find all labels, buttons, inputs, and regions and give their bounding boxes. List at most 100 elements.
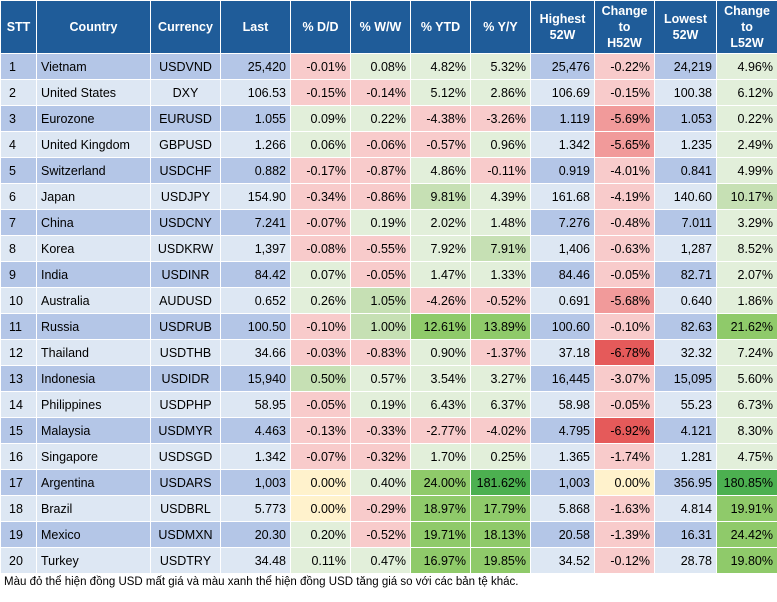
table-row: 8 Korea USDKRW 1,397 -0.08% -0.55% 7.92% 7.91% 1… — [0, 235, 777, 262]
table-cell: -0.33% — [350, 417, 411, 444]
table-cell: 58.95 — [220, 391, 291, 418]
table-row: 10 Australia AUDUSD 0.652 0.26% 1.05% -4.26% -0… — [0, 287, 777, 314]
table-row: 15 Malaysia USDMYR 4.463 -0.13% -0.33% -2.77% -… — [0, 417, 777, 444]
table-cell: 32.32 — [654, 339, 717, 366]
table-cell: 7.011 — [654, 209, 717, 236]
currency-table: STT Country Currency Last% D/D% W/W% YTD% Y… — [0, 0, 777, 574]
table-cell: -0.14% — [350, 79, 411, 106]
table-cell: Korea — [36, 235, 151, 262]
table-cell: -0.55% — [350, 235, 411, 262]
table-cell: 1.281 — [654, 443, 717, 470]
table-cell: 1.47% — [410, 261, 471, 288]
column-header: STT — [0, 0, 37, 54]
table-cell: 0.841 — [654, 157, 717, 184]
table-cell: 0.57% — [350, 365, 411, 392]
table-cell: USDMXN — [150, 521, 221, 548]
table-cell: United States — [36, 79, 151, 106]
table-cell: -0.07% — [290, 443, 351, 470]
table-cell: 4.86% — [410, 157, 471, 184]
table-cell: USDVND — [150, 53, 221, 80]
table-cell: 4.82% — [410, 53, 471, 80]
table-cell: 25,476 — [530, 53, 595, 80]
table-cell: -5.68% — [594, 287, 655, 314]
table-cell: 34.52 — [530, 547, 595, 574]
table-cell: 2.49% — [716, 131, 777, 158]
table-cell: 84.46 — [530, 261, 595, 288]
table-cell: 8 — [0, 235, 37, 262]
table-cell: 4.39% — [470, 183, 531, 210]
table-cell: 19.80% — [716, 547, 777, 574]
table-cell: 24.00% — [410, 469, 471, 496]
table-cell: 1.266 — [220, 131, 291, 158]
column-header: Change to L52W — [716, 0, 777, 54]
table-cell: 10 — [0, 287, 37, 314]
table-cell: 0.90% — [410, 339, 471, 366]
table-cell: 21.62% — [716, 313, 777, 340]
table-cell: -0.13% — [290, 417, 351, 444]
table-cell: 18.97% — [410, 495, 471, 522]
table-cell: USDRUB — [150, 313, 221, 340]
table-row: 14 Philippines USDPHP 58.95 -0.05% 0.19% 6.43%… — [0, 391, 777, 418]
table-cell: 3.29% — [716, 209, 777, 236]
table-cell: Japan — [36, 183, 151, 210]
table-cell: 17 — [0, 469, 37, 496]
footnote: Màu đỏ thể hiện đồng USD mất giá và màu … — [4, 576, 519, 588]
table-cell: -5.65% — [594, 131, 655, 158]
table-cell: Switzerland — [36, 157, 151, 184]
table-cell: 1.365 — [530, 443, 595, 470]
table-cell: 3 — [0, 105, 37, 132]
table-cell: 7.276 — [530, 209, 595, 236]
table-cell: -0.05% — [594, 391, 655, 418]
table-cell: 1,003 — [220, 469, 291, 496]
table-cell: 16 — [0, 443, 37, 470]
table-cell: 0.00% — [594, 469, 655, 496]
table-cell: 1,397 — [220, 235, 291, 262]
table-row: 13 Indonesia USDIDR 15,940 0.50% 0.57% 3.54% 3.… — [0, 365, 777, 392]
table-cell: Australia — [36, 287, 151, 314]
table-cell: Philippines — [36, 391, 151, 418]
table-cell: 100.50 — [220, 313, 291, 340]
table-cell: 0.09% — [290, 105, 351, 132]
table-cell: 82.71 — [654, 261, 717, 288]
table-cell: 25,420 — [220, 53, 291, 80]
table-cell: 1.86% — [716, 287, 777, 314]
table-row: 16 Singapore USDSGD 1.342 -0.07% -0.32% 1.70% 0… — [0, 443, 777, 470]
table-cell: 4.795 — [530, 417, 595, 444]
table-cell: 82.63 — [654, 313, 717, 340]
table-cell: 5.60% — [716, 365, 777, 392]
table-cell: 1.119 — [530, 105, 595, 132]
table-cell: 0.07% — [290, 261, 351, 288]
table-cell: 18 — [0, 495, 37, 522]
table-cell: 356.95 — [654, 469, 717, 496]
table-cell: 20.30 — [220, 521, 291, 548]
table-cell: 9 — [0, 261, 37, 288]
table-cell: -0.52% — [350, 521, 411, 548]
table-cell: 1,287 — [654, 235, 717, 262]
table-cell: 0.640 — [654, 287, 717, 314]
table-row: 17 Argentina USDARS 1,003 0.00% 0.40% 24.00% 18… — [0, 469, 777, 496]
table-cell: -5.69% — [594, 105, 655, 132]
table-cell: 0.652 — [220, 287, 291, 314]
table-cell: 3.27% — [470, 365, 531, 392]
table-cell: 2.07% — [716, 261, 777, 288]
table-cell: 1 — [0, 53, 37, 80]
table-header: STT Country Currency Last% D/D% W/W% YTD% Y… — [0, 0, 777, 54]
table-cell: -0.83% — [350, 339, 411, 366]
column-header: % D/D — [290, 0, 351, 54]
table-cell: 8.30% — [716, 417, 777, 444]
table-cell: 1.055 — [220, 105, 291, 132]
table-cell: -0.87% — [350, 157, 411, 184]
table-row: 5 Switzerland USDCHF 0.882 -0.17% -0.87% 4.86%… — [0, 157, 777, 184]
table-row: 18 Brazil USDBRL 5.773 0.00% -0.29% 18.97% 17.7… — [0, 495, 777, 522]
table-cell: 12 — [0, 339, 37, 366]
table-cell: 0.22% — [716, 105, 777, 132]
table-cell: DXY — [150, 79, 221, 106]
table-cell: Argentina — [36, 469, 151, 496]
table-cell: -0.11% — [470, 157, 531, 184]
table-cell: -0.15% — [290, 79, 351, 106]
table-cell: -0.17% — [290, 157, 351, 184]
table-row: 4 United Kingdom GBPUSD 1.266 0.06% -0.06% -0.… — [0, 131, 777, 158]
table-cell: 19.71% — [410, 521, 471, 548]
table-cell: Eurozone — [36, 105, 151, 132]
table-cell: 13 — [0, 365, 37, 392]
